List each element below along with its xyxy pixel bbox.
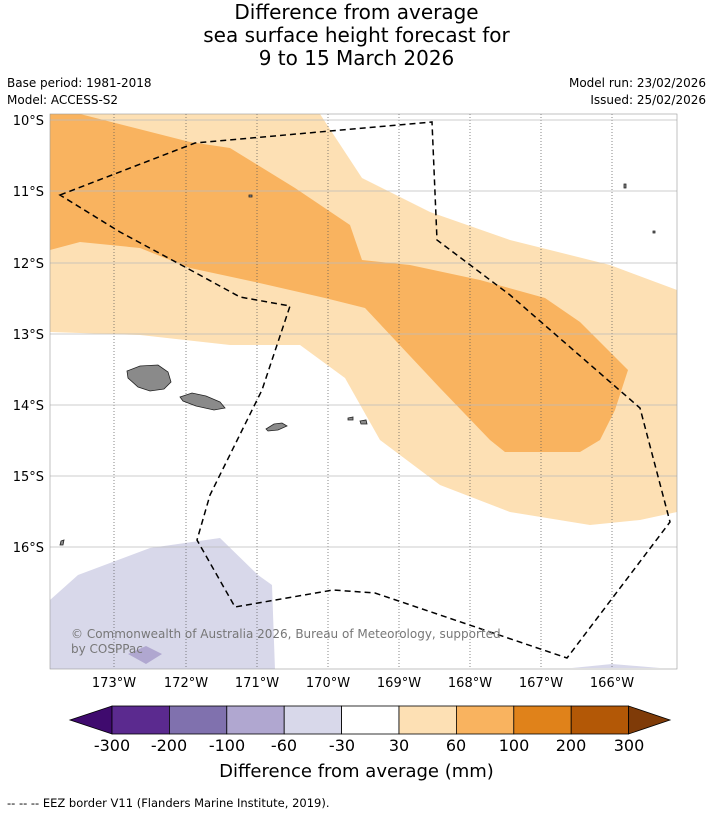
colorbar xyxy=(68,705,672,735)
shading-neg30-neg60-small xyxy=(572,664,660,668)
island-tokelau-1 xyxy=(623,183,627,189)
colorbar-tick-60: 60 xyxy=(445,736,467,755)
map-frame xyxy=(49,113,678,670)
island-small-purple xyxy=(128,646,162,664)
shading-neg30-neg60 xyxy=(50,538,275,669)
colorbar-extend-high xyxy=(628,705,672,735)
lon-label-167w: 167°W xyxy=(519,676,563,691)
colorbar-bin-5 xyxy=(341,705,400,735)
title-line-1: Difference from average xyxy=(234,0,479,24)
lat-label-15s: 15°S xyxy=(13,470,44,485)
eez-border-samoa xyxy=(58,121,671,659)
lon-label-171w: 171°W xyxy=(235,676,279,691)
lon-label-173w: 173°W xyxy=(92,676,136,691)
eez-legend-text: -- -- -- EEZ border V11 (Flanders Marine… xyxy=(7,796,330,810)
colorbar-tick-30: 30 xyxy=(388,736,410,755)
copyright-line-1: © Commonwealth of Australia 2026, Bureau… xyxy=(71,627,501,641)
islands xyxy=(59,183,656,546)
lon-label-168w: 168°W xyxy=(448,676,492,691)
colorbar-bin-7 xyxy=(455,705,515,735)
colorbar-tick-neg60: -60 xyxy=(270,736,298,755)
colorbar-bin-2 xyxy=(168,705,228,735)
lat-label-16s: 16°S xyxy=(13,541,44,556)
map-area xyxy=(50,114,677,669)
island-rose xyxy=(652,230,656,234)
island-wallis xyxy=(59,539,65,546)
colorbar-bin-9 xyxy=(570,705,630,735)
island-tutuila xyxy=(265,422,288,432)
lat-label-12s: 12°S xyxy=(13,257,44,272)
island-manua-1 xyxy=(347,416,354,421)
issued-date: Issued: 25/02/2026 xyxy=(590,93,706,107)
model-run: Model run: 23/02/2026 xyxy=(568,76,706,90)
base-period: Base period: 1981-2018 xyxy=(7,76,152,90)
lon-label-172w: 172°W xyxy=(164,676,208,691)
island-upolu xyxy=(179,392,226,411)
colorbar-tick-200: 200 xyxy=(555,736,587,755)
colorbar-extend-low xyxy=(68,705,113,735)
copyright-line-2: by COSPPac xyxy=(71,642,143,656)
lat-label-10s: 10°S xyxy=(13,114,44,129)
colorbar-bin-8 xyxy=(513,705,572,735)
island-savaii xyxy=(126,364,172,392)
colorbar-bin-6 xyxy=(398,705,457,735)
title-line-3: 9 to 15 March 2026 xyxy=(258,46,455,70)
lat-label-13s: 13°S xyxy=(13,328,44,343)
colorbar-bin-1 xyxy=(111,705,170,735)
colorbar-title: Difference from average (mm) xyxy=(219,761,494,782)
lat-label-14s: 14°S xyxy=(13,399,44,414)
title-line-2: sea surface height forecast for xyxy=(203,23,510,47)
colorbar-bin-4 xyxy=(283,705,343,735)
colorbar-tick-300: 300 xyxy=(613,736,645,755)
colorbar-tick-neg200: -200 xyxy=(150,736,188,755)
colorbar-tick-neg100: -100 xyxy=(208,736,246,755)
island-small-1 xyxy=(248,194,253,198)
lon-label-169w: 169°W xyxy=(377,676,421,691)
model-name: Model: ACCESS-S2 xyxy=(7,93,119,107)
lon-label-170w: 170°W xyxy=(306,676,350,691)
colorbar-tick-neg300: -300 xyxy=(93,736,131,755)
lon-label-166w: 166°W xyxy=(590,676,634,691)
shading-60-100 xyxy=(50,114,628,452)
island-manua-2 xyxy=(359,419,368,425)
lat-label-11s: 11°S xyxy=(13,185,44,200)
colorbar-tick-neg30: -30 xyxy=(328,736,356,755)
gridlines xyxy=(50,114,677,669)
colorbar-bin-3 xyxy=(226,705,285,735)
colorbar-tick-100: 100 xyxy=(498,736,530,755)
